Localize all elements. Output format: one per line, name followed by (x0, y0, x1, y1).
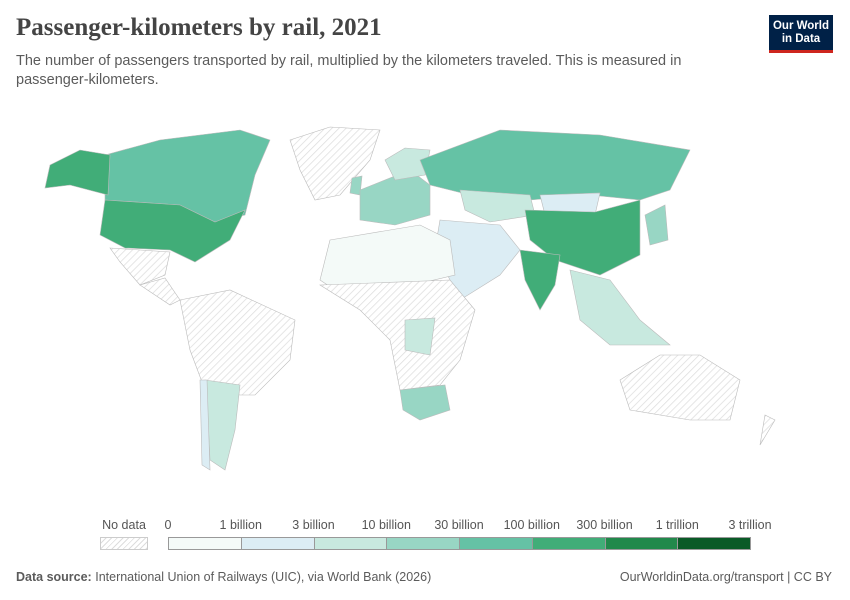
country-mexico (109, 247, 171, 286)
country-russia (419, 129, 691, 201)
legend-bin[interactable] (240, 537, 315, 550)
legend-tick-label: 0 (164, 518, 172, 532)
legend-tick-label: 1 billion (219, 518, 262, 532)
legend-bin[interactable] (168, 537, 242, 550)
data-source-text: International Union of Railways (UIC), v… (95, 570, 432, 584)
country-india (519, 249, 561, 311)
country-kazakhstan (459, 189, 536, 223)
legend-tick-label: 10 billion (361, 518, 411, 532)
region-sub-saharan-africa (319, 279, 476, 391)
region-southeast-asia (569, 269, 671, 346)
footer-link[interactable]: OurWorldinData.org/transport | CC BY (619, 570, 832, 584)
legend-tick-label: 100 billion (503, 518, 560, 532)
data-source: Data source: International Union of Rail… (16, 570, 431, 584)
owid-logo[interactable]: Our World in Data (769, 15, 833, 53)
legend-no-data-label: No data (102, 518, 146, 532)
legend-bin[interactable] (677, 537, 751, 550)
data-source-label: Data source: (16, 570, 92, 584)
legend-bin[interactable] (386, 537, 460, 550)
legend-bin[interactable] (531, 537, 606, 550)
legend-bin[interactable] (313, 537, 388, 550)
world-map (44, 126, 776, 471)
country-new-zealand (759, 414, 776, 446)
country-alaska (44, 149, 111, 196)
legend-tick-label: 1 trillion (655, 518, 699, 532)
chart-subtitle: The number of passengers transported by … (16, 53, 682, 88)
country-south-africa (399, 384, 451, 421)
legend-tick-label: 3 trillion (728, 518, 772, 532)
legend-tick-label: 30 billion (434, 518, 484, 532)
legend: No data 0 1 billion 3 billion 10 billion 30 … (0, 515, 850, 555)
chart-title: Passenger-kilometers by rail, 2021 (16, 14, 382, 41)
legend-bin[interactable] (459, 537, 533, 550)
country-australia (619, 354, 741, 421)
legend-tick-label: 300 billion (576, 518, 633, 532)
legend-tick-label: 3 billion (292, 518, 335, 532)
country-argentina (204, 379, 241, 471)
legend-bin[interactable] (604, 537, 679, 550)
country-drc (404, 317, 436, 356)
country-japan (644, 204, 669, 246)
legend-no-data-swatch (100, 537, 148, 550)
region-south-america (179, 289, 296, 396)
country-chile (199, 379, 211, 471)
country-usa (99, 199, 246, 263)
